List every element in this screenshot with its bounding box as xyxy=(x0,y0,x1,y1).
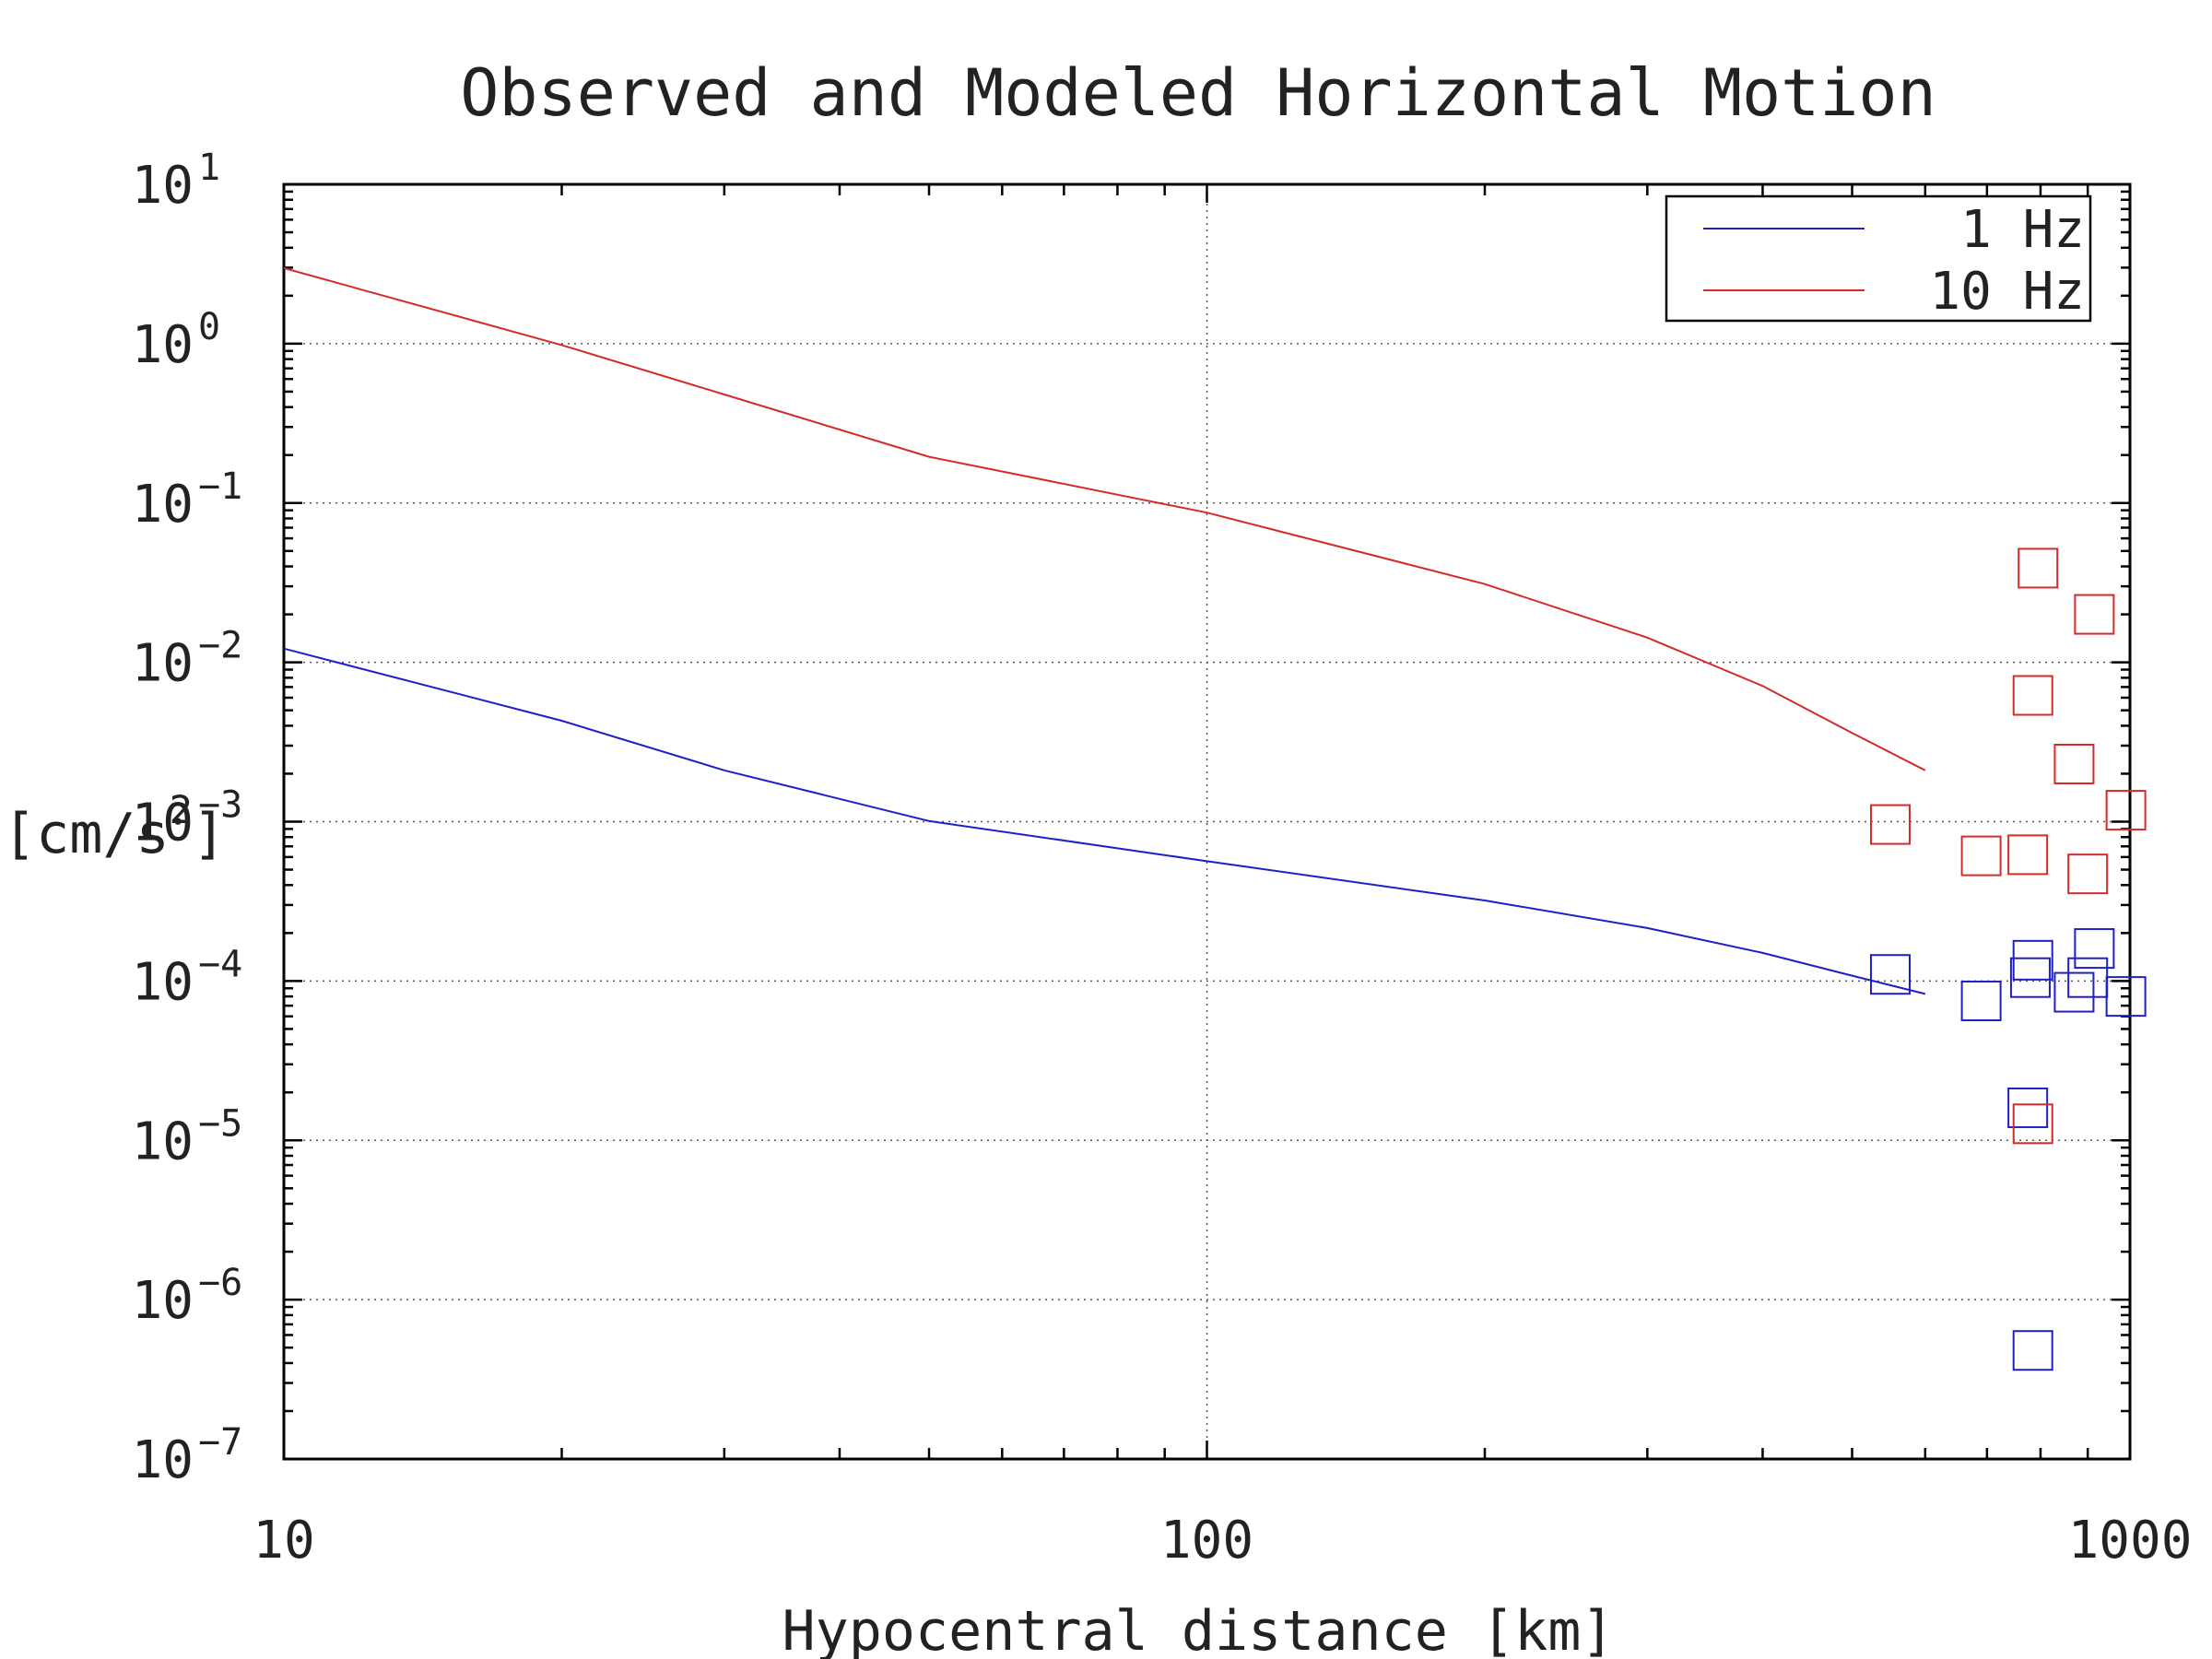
y-tick-label: 10 xyxy=(132,794,194,853)
y-tick-base: 10 xyxy=(132,794,194,853)
y-tick-base: 10 xyxy=(132,1112,194,1171)
data-point-1hz xyxy=(2012,1330,2053,1371)
data-point-1hz xyxy=(1869,954,1911,995)
x-tick-labels: 10 100 1000 xyxy=(253,1511,2192,1571)
y-tick-label: 10 xyxy=(132,952,194,1012)
y-tick-label: 10 xyxy=(132,634,194,694)
legend: 1 Hz 10 Hz xyxy=(1665,194,2092,323)
y-tick-exponent: −3 xyxy=(198,784,242,827)
y-tick-label: 10 xyxy=(132,475,194,535)
data-point-10hz xyxy=(2067,853,2109,895)
axis-ticks xyxy=(282,184,2132,1461)
y-tick-exponent: 1 xyxy=(198,147,220,189)
legend-label-1hz: 1 Hz xyxy=(1960,200,2085,260)
y-tick-label: 10 xyxy=(132,156,194,216)
legend-box xyxy=(1665,194,2092,323)
y-tick-label: 10 xyxy=(132,1112,194,1171)
y-tick-label: 10 xyxy=(132,1271,194,1331)
y-tick-label: 10 xyxy=(132,1430,194,1490)
series-line-1hz xyxy=(283,647,1926,995)
y-tick-exponent: −7 xyxy=(198,1421,242,1464)
data-point-10hz xyxy=(2105,790,2147,831)
grid-lines xyxy=(284,184,2130,1459)
data-point-10hz xyxy=(2018,547,2059,589)
y-axis-label-close: ] xyxy=(193,802,226,866)
data-point-1hz xyxy=(1960,980,2002,1021)
data-point-1hz xyxy=(2012,939,2053,981)
series-layer xyxy=(283,266,2147,1371)
y-tick-base: 10 xyxy=(132,634,194,694)
data-point-10hz xyxy=(2012,1103,2053,1145)
data-point-10hz xyxy=(2074,594,2115,635)
y-tick-base: 10 xyxy=(132,475,194,535)
data-point-1hz xyxy=(2105,976,2147,1018)
y-tick-base: 10 xyxy=(132,156,194,216)
x-tick-label: 100 xyxy=(1160,1511,1253,1571)
y-tick-base: 10 xyxy=(132,1271,194,1331)
data-point-1hz xyxy=(2007,1087,2049,1128)
y-axis-label: Acceleration [cm/s2] xyxy=(0,787,226,866)
y-tick-label: 10 xyxy=(132,315,194,375)
y-tick-exponent: −4 xyxy=(198,943,242,985)
data-point-1hz xyxy=(2053,971,2095,1013)
data-point-10hz xyxy=(2012,675,2053,716)
y-tick-exponent: −6 xyxy=(198,1262,242,1304)
data-point-1hz xyxy=(2009,957,2051,998)
x-tick-label: 10 xyxy=(253,1511,314,1571)
y-axis-label-main: Acceleration [cm/s xyxy=(0,802,170,866)
data-point-10hz xyxy=(2007,834,2049,876)
y-tick-base: 10 xyxy=(132,952,194,1012)
y-tick-exponent: 0 xyxy=(198,306,220,348)
data-point-10hz xyxy=(2053,743,2095,784)
x-axis-label: Hypocentral distance [km] xyxy=(782,1599,1614,1659)
data-point-10hz xyxy=(1960,835,2002,877)
x-tick-label: 1000 xyxy=(2068,1511,2193,1571)
y-tick-base: 10 xyxy=(132,1430,194,1490)
series-line-10hz xyxy=(283,266,1926,771)
legend-label-10hz: 10 Hz xyxy=(1929,262,2085,322)
y-tick-exponent: −2 xyxy=(198,625,242,667)
data-point-10hz xyxy=(1869,804,1911,845)
y-tick-exponent: −5 xyxy=(198,1102,242,1145)
y-axis-label-sup: 2 xyxy=(170,787,193,832)
y-tick-exponent: −1 xyxy=(198,465,242,508)
chart-title: Observed and Modeled Horizontal Motion xyxy=(460,55,1936,131)
y-tick-base: 10 xyxy=(132,315,194,375)
data-point-1hz xyxy=(2074,928,2115,970)
